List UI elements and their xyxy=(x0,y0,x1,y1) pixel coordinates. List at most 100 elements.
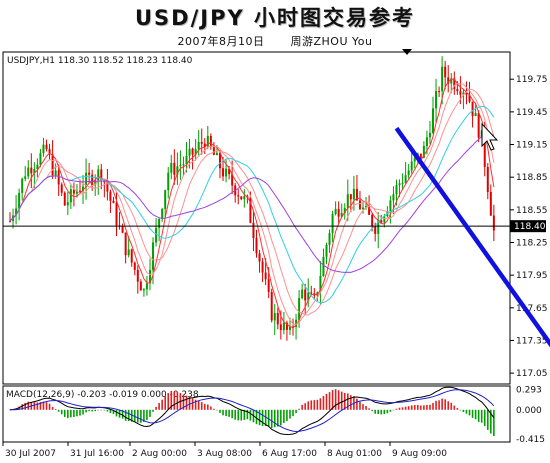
macd-bar xyxy=(213,408,215,410)
macd-bar xyxy=(426,404,428,410)
macd-bar xyxy=(9,409,11,411)
macd-bar xyxy=(356,398,358,410)
candle-body xyxy=(462,92,465,95)
candle-body xyxy=(69,189,72,203)
candle-body xyxy=(206,135,209,147)
macd-bar xyxy=(359,401,361,410)
macd-bar xyxy=(45,402,48,410)
macd-bar xyxy=(54,408,57,410)
symbol-info-label: USDJPY,H1 118.30 118.52 118.23 118.40 xyxy=(7,56,193,66)
macd-bar xyxy=(88,409,90,412)
candle-body xyxy=(477,113,480,138)
macd-bar xyxy=(307,401,310,410)
macd-bar xyxy=(383,409,386,414)
candle-body xyxy=(282,322,285,331)
candle-body xyxy=(456,89,459,92)
candle-body xyxy=(182,164,185,166)
candle-body xyxy=(419,153,422,158)
macd-bar xyxy=(286,409,288,422)
candle-body xyxy=(188,148,191,156)
candle-body xyxy=(465,92,468,95)
macd-bar xyxy=(280,409,282,426)
macd-bar xyxy=(301,404,303,410)
macd-bar xyxy=(441,398,443,410)
macd-bar xyxy=(392,409,395,411)
macd-bar xyxy=(231,409,233,419)
macd-bar xyxy=(194,399,197,410)
candle-body xyxy=(279,324,282,331)
macd-bar xyxy=(432,402,434,410)
candle-body xyxy=(100,169,103,181)
macd-bar xyxy=(149,409,151,417)
candle-body xyxy=(438,91,441,93)
candle-body xyxy=(334,208,337,215)
candle-body xyxy=(368,206,371,215)
macd-bar xyxy=(42,401,45,410)
macd-bar xyxy=(173,391,176,410)
y-tick-label: 117.05 xyxy=(516,369,548,379)
macd-bar xyxy=(185,395,188,410)
macd-bar xyxy=(222,409,224,416)
candle-body xyxy=(200,141,203,144)
macd-bar xyxy=(365,406,367,410)
candle-body xyxy=(24,176,27,179)
macd-bar xyxy=(243,409,246,420)
macd-bar xyxy=(130,409,133,422)
macd-bar xyxy=(146,409,148,421)
macd-bar xyxy=(416,404,419,410)
macd-bar xyxy=(468,409,471,416)
macd-bar xyxy=(33,402,36,410)
macd-bar xyxy=(103,409,106,411)
candle-body xyxy=(358,200,361,210)
macd-bar xyxy=(112,409,115,414)
macd-bar xyxy=(234,409,236,420)
candle-body xyxy=(444,66,447,78)
candle-body xyxy=(343,207,346,214)
candle-body xyxy=(48,149,51,155)
candle-body xyxy=(395,185,398,195)
candle-body xyxy=(212,146,215,155)
candle-body xyxy=(410,161,413,171)
macd-y-tick-label: 0.293 xyxy=(516,385,542,395)
macd-bar xyxy=(94,409,97,412)
candle-body xyxy=(237,195,240,197)
macd-bar xyxy=(395,408,398,410)
macd-bar xyxy=(313,400,316,410)
candle-body xyxy=(301,289,304,299)
macd-bar xyxy=(70,409,72,418)
candle-body xyxy=(115,202,118,226)
macd-bar xyxy=(316,399,319,410)
macd-bar xyxy=(371,409,373,412)
candle-body xyxy=(197,141,200,150)
chart-title: USD/JPY 小时图交易参考 xyxy=(135,6,415,30)
candle-body xyxy=(310,292,313,294)
candle-body xyxy=(483,130,486,167)
candle-body xyxy=(209,135,212,147)
candle-body xyxy=(492,215,495,231)
candle-body xyxy=(191,148,194,155)
macd-bar xyxy=(115,409,118,417)
candle-body xyxy=(42,144,45,154)
macd-bar xyxy=(480,409,483,423)
macd-bar xyxy=(36,402,39,410)
macd-bar xyxy=(325,393,328,410)
macd-bar xyxy=(197,400,200,410)
candle-body xyxy=(51,154,54,176)
candle-body xyxy=(225,168,228,177)
candle-body xyxy=(273,312,276,321)
candle-body xyxy=(218,152,221,169)
candle-body xyxy=(97,169,100,181)
macd-bar xyxy=(182,394,185,410)
macd-bar xyxy=(106,409,109,412)
macd-bar xyxy=(124,409,127,421)
candle-body xyxy=(63,192,66,206)
macd-bar xyxy=(343,392,346,410)
macd-bar xyxy=(24,402,27,410)
candle-body xyxy=(72,189,75,194)
macd-bar xyxy=(374,409,376,414)
moving-average-line xyxy=(9,88,495,316)
candle-body xyxy=(349,194,352,200)
macd-bar xyxy=(295,409,297,414)
candle-body xyxy=(486,166,489,192)
candle-body xyxy=(121,226,124,233)
